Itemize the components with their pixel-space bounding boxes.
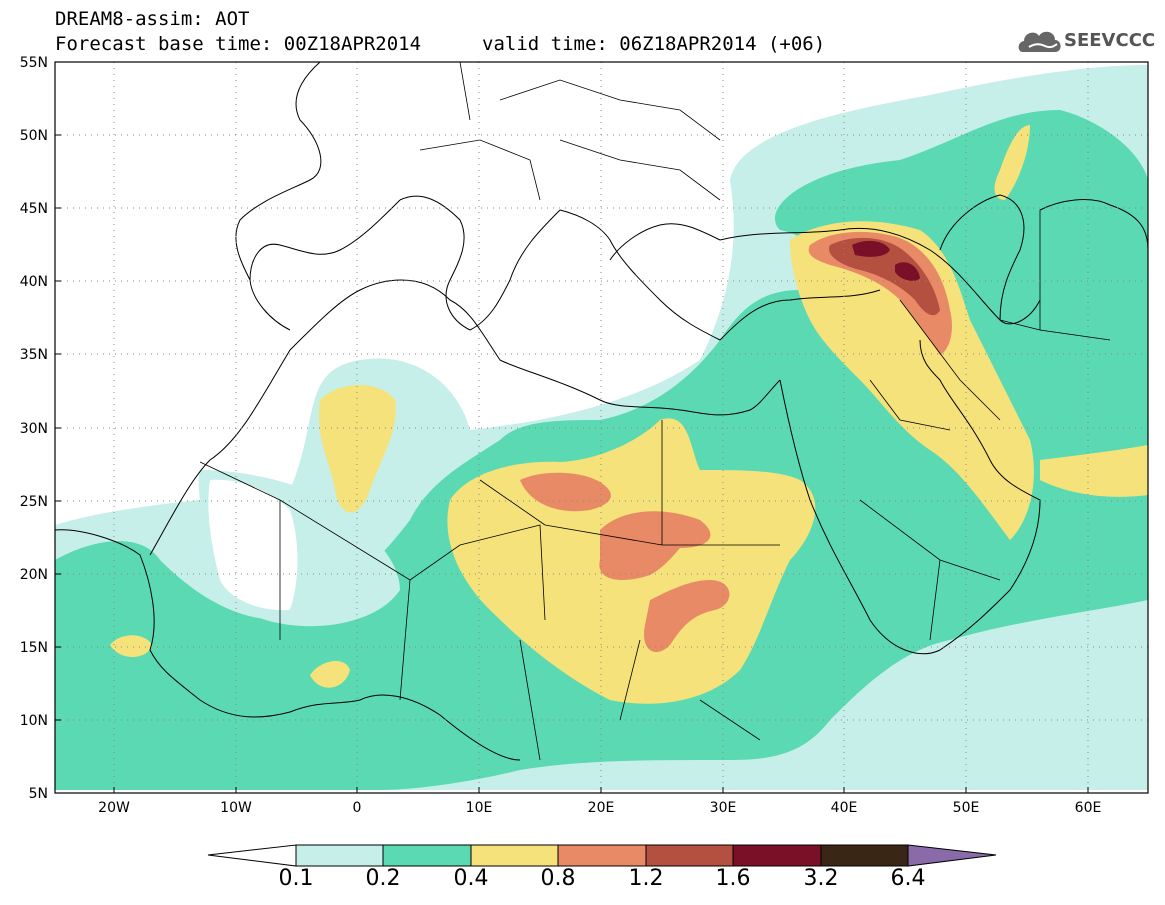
lat-label: 50N [20,128,48,144]
map-title: DREAM8-assim: AOT [55,8,250,30]
colorbar-arrow-high [907,844,997,867]
colorbar-bin [470,844,559,867]
aot-region-very-high [644,580,730,653]
aot-region-high [790,221,1034,541]
country-borders [199,62,1111,761]
lat-label: 35N [20,347,48,363]
lon-label: 0 [353,800,362,816]
colorbar-bin [382,844,472,867]
logo-text: SEEVCCC [1064,30,1156,51]
latitude-labels: 55N 50N 45N 40N 35N 30N 25N 20N 15N 10N … [20,55,48,802]
lat-label: 20N [20,567,48,583]
colorbar-bin [820,844,909,867]
colorbar-label: 1.6 [715,866,751,891]
aot-region-high [1040,445,1148,497]
colorbar-bin [645,844,734,867]
lon-label: 50E [953,800,980,816]
lon-label: 60E [1075,800,1102,816]
longitude-labels: 20W 10W 0 10E 20E 30E 40E 50E 60E [98,800,1101,816]
graticule [55,62,1148,793]
lon-label: 20W [98,800,130,816]
colorbar-bin [295,844,384,867]
lat-label: 55N [20,55,48,71]
lat-label: 10N [20,713,48,729]
colorbar-label: 0.4 [453,866,489,891]
colorbar-label: 3.2 [803,866,839,891]
lon-label: 40E [831,800,858,816]
cloud-logo-icon [1018,31,1061,52]
lat-label: 40N [20,274,48,290]
colorbar-bin [732,844,822,867]
lat-label: 30N [20,421,48,437]
colorbar [207,844,997,867]
aot-region-high [310,660,350,688]
valid-time: valid time: 06Z18APR2014 (+06) [482,33,826,55]
lat-label: 45N [20,201,48,217]
aot-region-extreme [829,237,940,316]
lon-label: 20E [588,800,615,816]
lat-label: 5N [29,786,48,802]
colorbar-label: 0.1 [278,866,314,891]
forecast-base-time: Forecast base time: 00Z18APR2014 [55,33,422,55]
colorbar-arrow-low [207,844,297,867]
lon-label: 10E [466,800,493,816]
coastlines [55,62,1148,761]
aot-region-peak [852,240,890,257]
aot-region-very-high [520,472,611,512]
colorbar-bin [557,844,647,867]
aot-region-high [110,635,152,658]
aot-region-very-high [599,511,711,580]
lon-label: 10W [220,800,252,816]
colorbar-label: 1.2 [628,866,664,891]
aot-region-peak [895,262,920,281]
aot-region-high [318,385,396,513]
colorbar-label: 0.8 [540,866,576,891]
aot-region-high [994,125,1030,200]
lon-label: 30E [710,800,737,816]
axis-ticks [55,61,1089,794]
lat-label: 15N [20,640,48,656]
colorbar-label: 0.2 [365,866,401,891]
colorbar-label: 6.4 [890,866,926,891]
aot-region-clear [208,479,298,611]
lat-label: 25N [20,494,48,510]
